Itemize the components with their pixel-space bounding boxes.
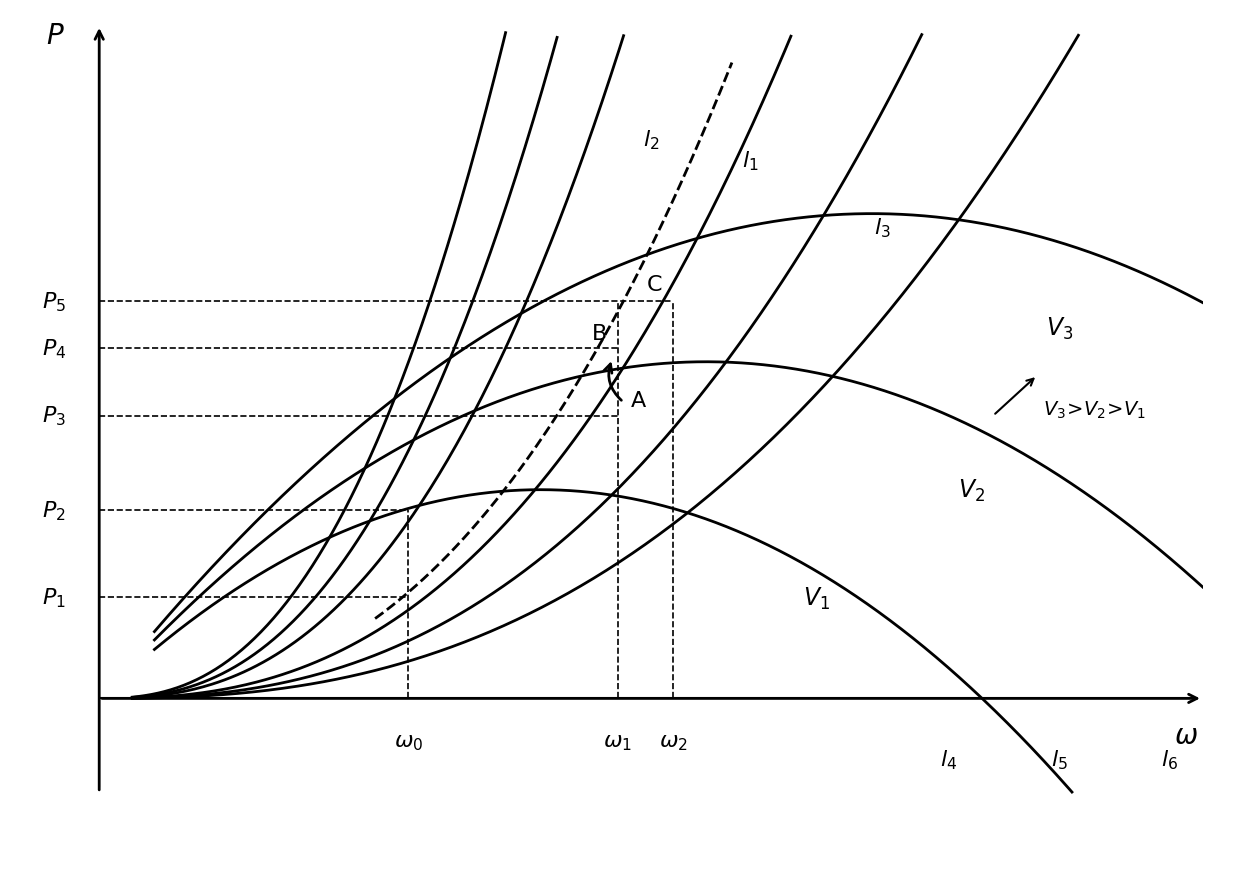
- Text: A: A: [631, 391, 646, 411]
- Text: $l_5$: $l_5$: [1052, 747, 1068, 771]
- Text: $\omega$: $\omega$: [1174, 721, 1198, 750]
- Text: $P_2$: $P_2$: [42, 499, 66, 522]
- Text: $V_2$: $V_2$: [957, 477, 985, 503]
- Text: $\omega_0$: $\omega_0$: [393, 733, 423, 753]
- Text: $V_3$: $V_3$: [1045, 315, 1073, 342]
- Text: C: C: [646, 275, 662, 295]
- Text: $l_6$: $l_6$: [1161, 747, 1178, 771]
- Text: $V_1$: $V_1$: [804, 585, 830, 611]
- Text: $\omega_2$: $\omega_2$: [658, 733, 687, 753]
- Text: $V_3\!>\!V_2\!>\!V_1$: $V_3\!>\!V_2\!>\!V_1$: [1043, 399, 1146, 420]
- Text: $P_5$: $P_5$: [42, 290, 66, 314]
- Text: B: B: [591, 323, 606, 343]
- Text: $l_3$: $l_3$: [874, 216, 892, 240]
- Text: $\omega_1$: $\omega_1$: [604, 733, 632, 753]
- Text: $l_1$: $l_1$: [742, 149, 759, 172]
- Text: $P_1$: $P_1$: [42, 586, 66, 609]
- Text: $l_2$: $l_2$: [642, 129, 660, 152]
- Text: $l_4$: $l_4$: [940, 747, 957, 771]
- Text: $P_4$: $P_4$: [42, 337, 66, 361]
- Text: $P$: $P$: [46, 23, 64, 50]
- Text: $P_3$: $P_3$: [42, 404, 66, 428]
